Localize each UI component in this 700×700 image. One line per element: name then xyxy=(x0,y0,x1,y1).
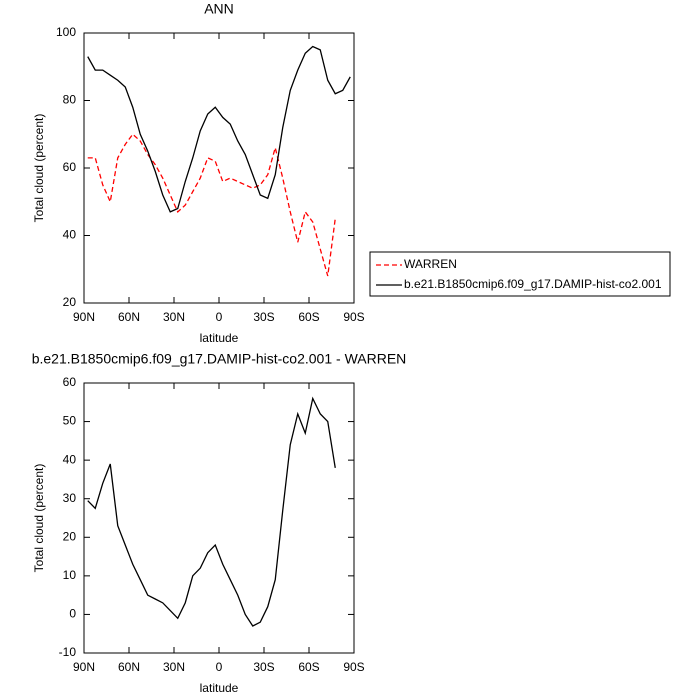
x-tick-label: 30N xyxy=(163,310,185,324)
y-tick-label: 20 xyxy=(63,529,77,543)
x-tick-label: 60N xyxy=(118,310,140,324)
x-tick-label: 30N xyxy=(163,660,185,674)
legend-label: WARREN xyxy=(404,257,457,271)
y-tick-label: 20 xyxy=(63,295,77,309)
data-line xyxy=(87,396,336,627)
y-tick-label: 60 xyxy=(63,160,77,174)
x-tick-label: 90S xyxy=(343,310,364,324)
y-tick-label: 40 xyxy=(63,452,77,466)
plot-frame xyxy=(83,32,355,304)
x-tick-label: 30S xyxy=(253,310,274,324)
x-tick-label: 30S xyxy=(253,660,274,674)
y-tick-label: 80 xyxy=(63,93,77,107)
x-tick-label: 60S xyxy=(298,660,319,674)
legend-label: b.e21.B1850cmip6.f09_g17.DAMIP-hist-co2.… xyxy=(404,277,662,291)
y-tick-label: 0 xyxy=(69,607,76,621)
x-axis-label: latitude xyxy=(200,331,239,345)
x-tick-label: 90N xyxy=(73,310,95,324)
y-tick-label: -10 xyxy=(59,645,77,659)
y-axis-label: Total cloud (percent) xyxy=(32,464,46,573)
x-tick-label: 90N xyxy=(73,660,95,674)
data-line xyxy=(87,133,336,277)
legend-box xyxy=(369,251,671,297)
x-tick-label: 0 xyxy=(216,660,223,674)
x-tick-label: 60S xyxy=(298,310,319,324)
data-line xyxy=(87,45,351,213)
y-axis-label: Total cloud (percent) xyxy=(32,114,46,223)
chart-title: ANN xyxy=(204,1,234,17)
y-tick-label: 100 xyxy=(56,25,76,39)
chart-title: b.e21.B1850cmip6.f09_g17.DAMIP-hist-co2.… xyxy=(32,351,407,367)
y-tick-label: 30 xyxy=(63,491,77,505)
x-tick-label: 60N xyxy=(118,660,140,674)
y-tick-label: 10 xyxy=(63,568,77,582)
x-tick-label: 90S xyxy=(343,660,364,674)
plot-frame xyxy=(83,382,355,654)
y-tick-label: 60 xyxy=(63,375,77,389)
x-tick-label: 0 xyxy=(216,310,223,324)
y-tick-label: 40 xyxy=(63,228,77,242)
y-tick-label: 50 xyxy=(63,414,77,428)
x-axis-label: latitude xyxy=(200,681,239,695)
